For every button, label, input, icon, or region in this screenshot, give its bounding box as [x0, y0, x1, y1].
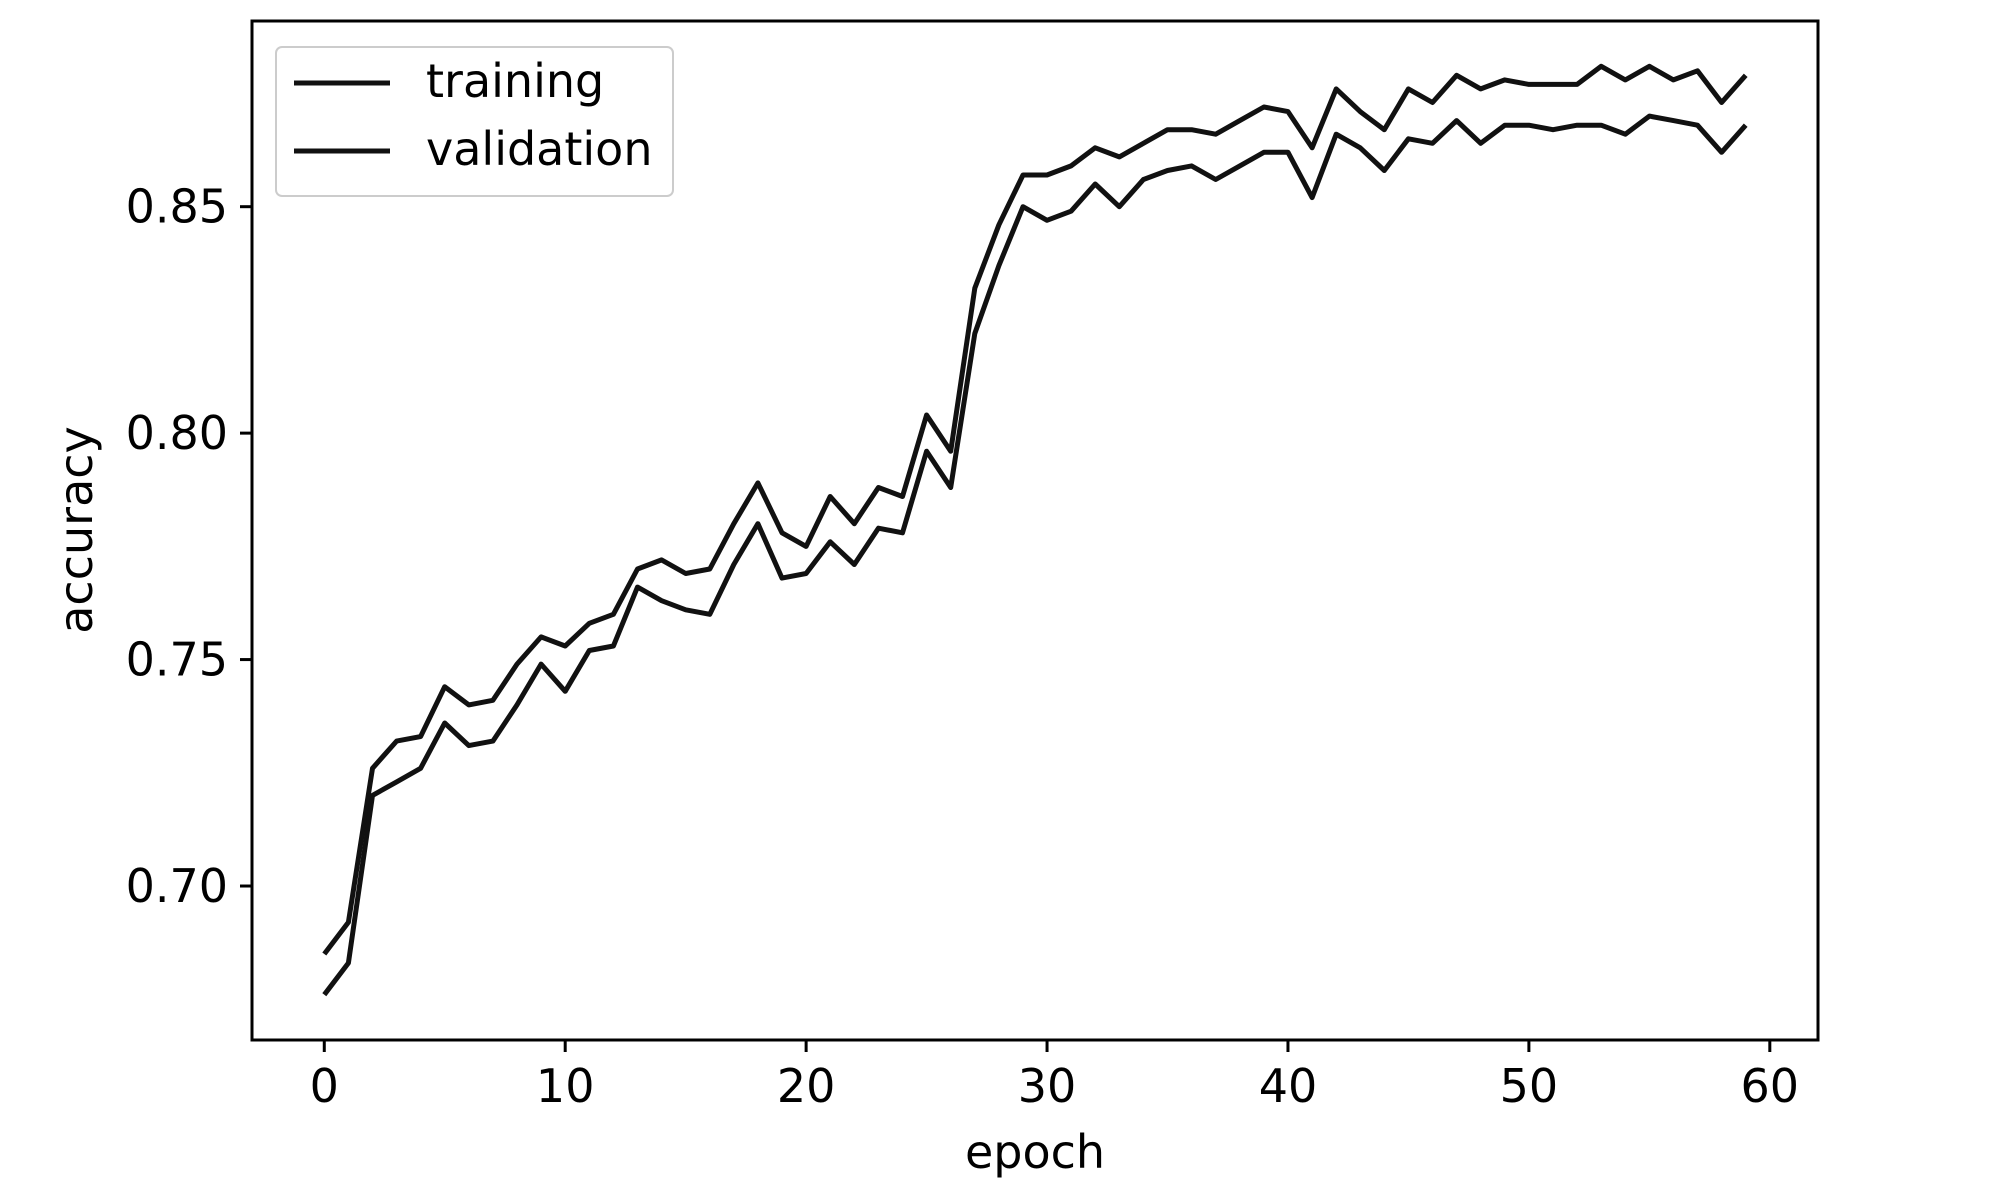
x-axis: 0 10 20 30 40 50 60 — [310, 1040, 1799, 1113]
y-tick-label: 0.70 — [126, 859, 228, 913]
y-axis-label: accuracy — [49, 426, 103, 634]
legend-label-validation: validation — [426, 122, 652, 176]
y-tick-label: 0.75 — [126, 633, 228, 687]
series-layer — [322, 63, 1748, 997]
x-tick-label: 30 — [1018, 1059, 1077, 1113]
legend: training validation — [275, 46, 674, 197]
legend-label-training: training — [426, 54, 604, 108]
x-tick-label: 40 — [1259, 1059, 1318, 1113]
series-line-validation — [322, 113, 1748, 997]
x-tick-label: 20 — [777, 1059, 836, 1113]
x-tick-label: 10 — [536, 1059, 595, 1113]
x-tick-label: 50 — [1500, 1059, 1559, 1113]
y-axis: 0.70 0.75 0.80 0.85 — [126, 180, 252, 913]
series-line-training — [322, 63, 1748, 956]
x-axis-label: epoch — [965, 1125, 1105, 1179]
x-tick-label: 60 — [1741, 1059, 1800, 1113]
y-tick-label: 0.85 — [126, 180, 228, 234]
x-tick-label: 0 — [310, 1059, 339, 1113]
y-tick-label: 0.80 — [126, 406, 228, 460]
plot-frame — [250, 19, 1820, 1042]
